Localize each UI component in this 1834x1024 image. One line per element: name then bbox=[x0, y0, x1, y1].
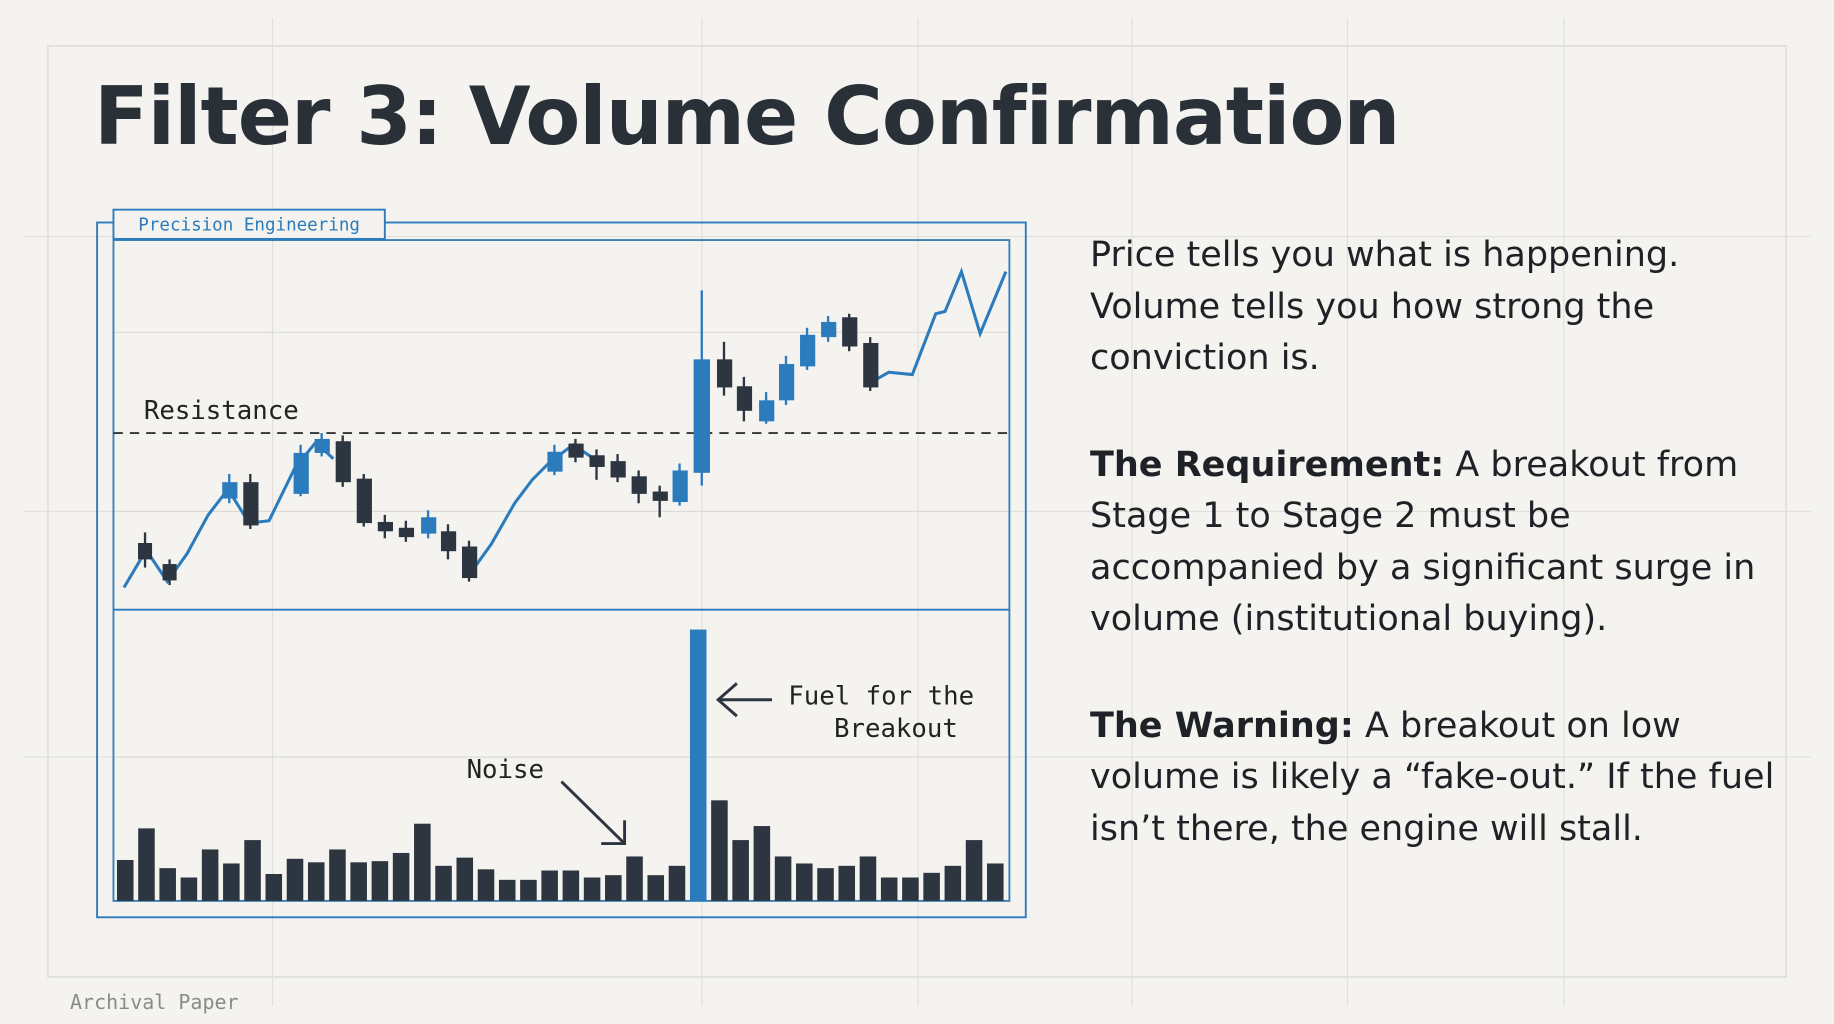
volume-bar bbox=[414, 823, 431, 901]
volume-bar bbox=[498, 879, 516, 901]
volume-bar bbox=[520, 879, 537, 901]
footer: Archival Paper bbox=[70, 990, 239, 1014]
volume-bar bbox=[583, 877, 601, 901]
resistance-label: Resistance bbox=[144, 396, 299, 426]
volume-bar bbox=[435, 865, 452, 901]
paragraph-text: A breakout from Stage 1 to Stage 2 must … bbox=[1090, 444, 1756, 640]
price-line bbox=[122, 267, 1008, 589]
volume-bar bbox=[689, 629, 707, 901]
chart-frame bbox=[96, 208, 1027, 919]
volume-bar bbox=[605, 875, 622, 901]
volume-bar bbox=[647, 875, 665, 901]
volume-bar bbox=[180, 877, 198, 901]
paragraph-lead: The Requirement: bbox=[1090, 444, 1445, 485]
volume-bars bbox=[116, 629, 1004, 901]
volume-bar bbox=[541, 870, 558, 901]
chart-grid bbox=[114, 331, 1009, 758]
noise-callout: Noise bbox=[467, 755, 544, 785]
volume-bar bbox=[923, 872, 940, 901]
volume-bar bbox=[201, 849, 219, 901]
paragraph-text: Price tells you what is happening. Volum… bbox=[1090, 235, 1680, 378]
volume-bar bbox=[244, 840, 261, 901]
volume-bar bbox=[987, 863, 1004, 901]
paragraph: The Requirement: A breakout from Stage 1… bbox=[1090, 440, 1790, 646]
paragraph-lead: The Warning: bbox=[1090, 705, 1354, 746]
volume-bar bbox=[159, 868, 176, 901]
volume-bar bbox=[902, 877, 919, 901]
volume-bar bbox=[392, 852, 410, 901]
candles bbox=[138, 290, 879, 586]
paragraph: Price tells you what is happening. Volum… bbox=[1090, 230, 1790, 385]
volume-bar bbox=[329, 849, 346, 901]
callout-arrows bbox=[560, 682, 772, 846]
volume-bar bbox=[562, 870, 580, 901]
volume-bar bbox=[626, 856, 643, 901]
volume-bar bbox=[711, 800, 728, 901]
figure-tag: Precision Engineering bbox=[138, 216, 360, 236]
volume-bar bbox=[732, 840, 749, 901]
volume-bar bbox=[138, 828, 155, 901]
volume-bar bbox=[350, 862, 367, 901]
paragraph-text: A breakout on low volume is likely a “fa… bbox=[1090, 705, 1775, 849]
volume-bar bbox=[307, 862, 325, 901]
volume-bar bbox=[880, 877, 898, 901]
body-text: Price tells you what is happening. Volum… bbox=[1090, 230, 1790, 910]
volume-bar bbox=[456, 857, 474, 901]
volume-bar bbox=[753, 826, 771, 901]
fuel-callout: Fuel for the Breakout bbox=[788, 681, 989, 744]
volume-bar bbox=[944, 865, 962, 901]
volume-bar bbox=[796, 863, 813, 901]
volume-bar bbox=[859, 856, 877, 901]
volume-bar bbox=[371, 861, 389, 901]
slide-title: Filter 3: Volume Confirmation bbox=[94, 70, 1400, 163]
volume-bar bbox=[817, 868, 834, 901]
volume-bar bbox=[838, 865, 856, 901]
volume-bar bbox=[965, 840, 983, 901]
volume-bar bbox=[265, 874, 283, 901]
volume-bar bbox=[477, 869, 495, 901]
volume-bar bbox=[286, 858, 304, 901]
volume-bar bbox=[774, 856, 792, 901]
volume-bar bbox=[223, 863, 240, 901]
volume-bar bbox=[116, 859, 134, 901]
paragraph: The Warning: A breakout on low volume is… bbox=[1090, 701, 1790, 856]
volume-bar bbox=[668, 865, 686, 901]
